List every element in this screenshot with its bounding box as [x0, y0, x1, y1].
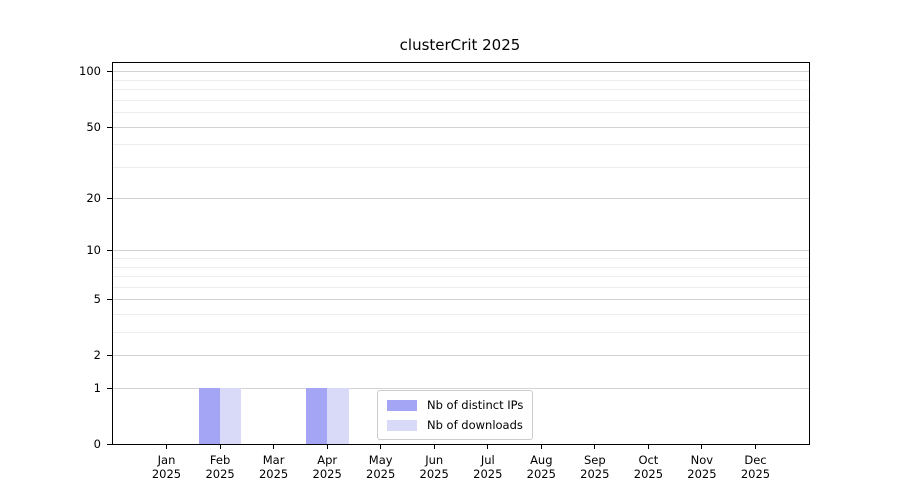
legend-swatch-downloads — [387, 419, 417, 431]
x-tick-label-jun: Jun 2025 — [402, 453, 466, 481]
y-tick-label-10: 10 — [86, 243, 101, 258]
x-tick-oct — [647, 445, 649, 449]
y-tick-10 — [107, 250, 112, 252]
x-tick-label-apr: Apr 2025 — [295, 453, 359, 481]
gridline-y-major-20 — [113, 198, 809, 200]
legend-label-distinct-ips: Nb of distinct IPs — [427, 398, 524, 412]
x-tick-may — [380, 445, 382, 449]
x-tick-month-mar: Mar — [262, 453, 285, 467]
x-tick-month-nov: Nov — [690, 453, 714, 467]
gridline-y-major-50 — [113, 126, 809, 128]
y-tick-label-2: 2 — [93, 348, 101, 363]
x-tick-label-mar: Mar 2025 — [242, 453, 306, 481]
plot-area — [112, 62, 810, 445]
x-tick-label-nov: Nov 2025 — [670, 453, 734, 481]
x-tick-year-jun: 2025 — [419, 467, 449, 481]
x-tick-dec — [755, 445, 756, 449]
y-tick-label-5: 5 — [93, 292, 101, 307]
x-tick-label-aug: Aug 2025 — [509, 453, 573, 481]
x-tick-sep — [594, 445, 596, 449]
chart-title: clusterCrit 2025 — [399, 36, 521, 54]
y-tick-100 — [107, 71, 112, 73]
y-tick-label-50: 50 — [86, 119, 101, 134]
x-tick-month-may: May — [368, 453, 393, 467]
x-tick-mar — [273, 445, 275, 449]
x-tick-year-mar: 2025 — [258, 467, 289, 481]
x-tick-year-apr: 2025 — [312, 467, 342, 481]
x-tick-month-sep: Sep — [583, 453, 606, 467]
x-tick-label-may: May 2025 — [349, 453, 413, 481]
x-tick-jun — [433, 445, 435, 449]
gridline-y-major-5 — [113, 299, 809, 301]
legend-item-distinct-ips: Nb of distinct IPs — [387, 395, 523, 415]
gridline-y-minor-8 — [113, 266, 809, 268]
gridline-y-minor-80 — [113, 89, 809, 91]
gridline-y-minor-7 — [113, 276, 809, 278]
x-tick-year-may: 2025 — [366, 467, 396, 481]
gridline-y-minor-6 — [113, 286, 809, 288]
gridline-y-minor-30 — [113, 166, 809, 168]
gridline-y-minor-60 — [113, 112, 809, 114]
x-tick-label-feb: Feb 2025 — [188, 453, 252, 481]
y-tick-2 — [107, 355, 112, 357]
x-tick-year-dec: 2025 — [740, 467, 771, 481]
gridline-y-minor-70 — [113, 99, 809, 101]
y-tick-label-0: 0 — [93, 437, 101, 451]
x-tick-year-feb: 2025 — [205, 467, 235, 481]
x-tick-label-sep: Sep 2025 — [563, 453, 627, 481]
gridline-y-major-100 — [113, 71, 809, 73]
y-tick-label-1: 1 — [93, 381, 101, 395]
x-tick-aug — [540, 445, 542, 449]
x-tick-year-aug: 2025 — [526, 467, 556, 481]
x-tick-feb — [219, 445, 221, 449]
x-tick-month-oct: Oct — [638, 453, 659, 467]
x-tick-year-jan: 2025 — [151, 467, 182, 481]
gridline-y-minor-4 — [113, 314, 809, 315]
x-tick-month-dec: Dec — [744, 453, 767, 467]
x-tick-label-dec: Dec 2025 — [724, 453, 788, 481]
gridline-y-minor-40 — [113, 144, 809, 146]
x-tick-apr — [326, 445, 328, 449]
x-tick-label-jan: Jan 2025 — [135, 453, 199, 481]
gridline-y-minor-9 — [113, 258, 809, 260]
x-tick-nov — [701, 445, 703, 449]
x-tick-month-aug: Aug — [530, 453, 553, 467]
y-tick-label-100: 100 — [79, 64, 101, 79]
x-tick-label-jul: Jul 2025 — [456, 453, 520, 481]
x-tick-year-sep: 2025 — [580, 467, 610, 481]
y-tick-0 — [107, 444, 112, 445]
bar-nb-of-distinct-ips-feb — [198, 388, 221, 444]
legend-swatch-distinct-ips — [387, 399, 417, 411]
x-tick-jan — [166, 445, 167, 449]
x-tick-year-jul: 2025 — [473, 467, 503, 481]
gridline-y-minor-3 — [113, 332, 809, 334]
x-tick-month-jan: Jan — [157, 453, 176, 467]
x-tick-month-jul: Jul — [480, 453, 495, 467]
y-tick-20 — [107, 198, 112, 200]
gridline-y-major-10 — [113, 250, 809, 252]
y-tick-1 — [107, 388, 112, 389]
x-tick-label-oct: Oct 2025 — [616, 453, 680, 481]
gridline-y-major-1 — [113, 388, 809, 389]
y-tick-50 — [107, 126, 112, 128]
x-tick-month-apr: Apr — [317, 453, 338, 467]
gridline-y-minor-90 — [113, 79, 809, 81]
x-tick-jul — [487, 445, 489, 449]
x-tick-year-oct: 2025 — [633, 467, 664, 481]
legend: Nb of distinct IPs Nb of downloads — [377, 390, 534, 440]
y-tick-5 — [107, 299, 112, 301]
bar-nb-of-downloads-feb — [220, 388, 242, 444]
legend-label-downloads: Nb of downloads — [427, 418, 523, 432]
x-tick-year-nov: 2025 — [687, 467, 717, 481]
bar-nb-of-distinct-ips-apr — [305, 388, 328, 444]
y-tick-label-20: 20 — [86, 191, 101, 206]
x-tick-month-feb: Feb — [209, 453, 231, 467]
x-tick-month-jun: Jun — [425, 453, 444, 467]
gridline-y-major-2 — [113, 355, 809, 357]
legend-item-downloads: Nb of downloads — [387, 415, 523, 435]
bar-nb-of-downloads-apr — [327, 388, 349, 444]
